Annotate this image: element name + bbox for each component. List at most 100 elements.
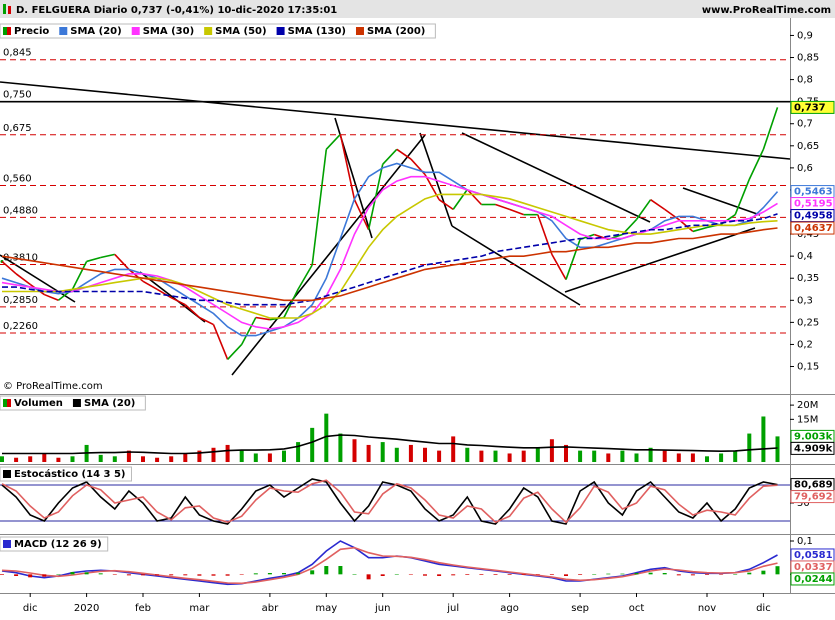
price-segment [311,149,328,266]
value-label: 0,0337 [794,562,833,573]
x-tick-label: mar [189,603,210,614]
bar [98,573,103,575]
bar [267,453,272,462]
bar [690,574,695,576]
chart-title: D. FELGUERA Diario 0,737 (-0,41%) 10-dic… [16,5,337,16]
bar [549,574,554,575]
bar [662,450,667,462]
price-segment [212,324,229,360]
bar [521,450,526,462]
price-segment [734,179,751,215]
bar [775,566,780,575]
series-line [1,479,778,524]
panel-title: Estocástico (14 3 5) [14,468,125,480]
price-segment [15,273,31,286]
price-segment [762,107,779,150]
bar [126,450,131,462]
level-label: 0,675 [3,123,32,134]
bar [239,574,244,575]
bar [282,450,286,462]
series-line [1,546,778,585]
bar [408,444,413,462]
value-label-box [790,490,835,504]
bar [451,436,456,462]
bar [507,574,512,575]
value-label: 0,4637 [794,223,833,234]
price-segment [170,296,186,306]
value-label: 0,5195 [794,199,833,210]
level-label: 0,3810 [3,253,38,264]
title-icon [3,4,6,14]
legend-swatch [355,27,364,35]
bar [155,574,160,576]
bar [56,574,61,575]
trend-line [0,81,791,160]
bar [733,450,738,462]
value-label: 0,0244 [794,574,833,585]
legend-background [0,23,436,39]
price-segment [325,133,341,150]
bar [112,456,117,462]
bar [394,574,399,575]
y-tick-label: 0,15 [797,362,819,373]
trend-line [564,227,756,293]
legend-icon [3,470,11,478]
bar [733,574,738,575]
bar [620,450,625,462]
bar [169,574,174,576]
bar [578,574,583,575]
bar [747,572,752,575]
bar [535,574,540,575]
title-icon [8,6,11,14]
legend-icon [3,540,11,548]
legend-label: SMA (200) [367,26,425,37]
price-segment [692,226,708,233]
bar [437,450,442,462]
price-segment [635,199,652,220]
price-segment [466,188,482,206]
bar [296,442,301,462]
bar [676,574,681,576]
price-segment [353,199,370,231]
x-tick-label: ago [500,603,519,614]
bar [324,566,329,575]
bar [183,453,188,462]
price-segment [184,304,200,319]
legend-swatch [131,27,140,35]
legend-background [0,536,109,552]
bar [380,574,385,576]
y-tick-label: 0,25 [797,317,819,328]
bar [747,433,752,462]
price-segment [748,148,765,180]
bar [239,450,244,462]
legend-label: Volumen [14,398,63,409]
bar [423,447,427,462]
bar [310,570,315,575]
price-segment [438,198,454,211]
legend-swatch [59,27,68,35]
y-tick-label: 0,45 [797,229,819,240]
legend-background [0,395,146,411]
bar [465,447,470,462]
x-tick-label: dic [756,603,771,614]
bar [296,572,301,575]
bar [394,447,399,462]
value-label: 0,4958 [794,211,833,222]
price-segment [509,208,524,216]
price-segment [297,264,313,290]
price-segment [367,164,384,230]
y-tick-label: 0,35 [797,273,819,284]
bar [338,566,343,575]
x-tick-label: oct [629,603,645,614]
price-segment [100,253,115,259]
trend-line [0,254,76,303]
bar [662,573,667,575]
price-segment [537,214,553,255]
legend-swatch [3,27,7,35]
bar [98,454,103,462]
value-label: 0,0581 [794,550,833,561]
value-label-box [790,221,835,235]
y-tick-label: 0,2 [797,339,813,350]
